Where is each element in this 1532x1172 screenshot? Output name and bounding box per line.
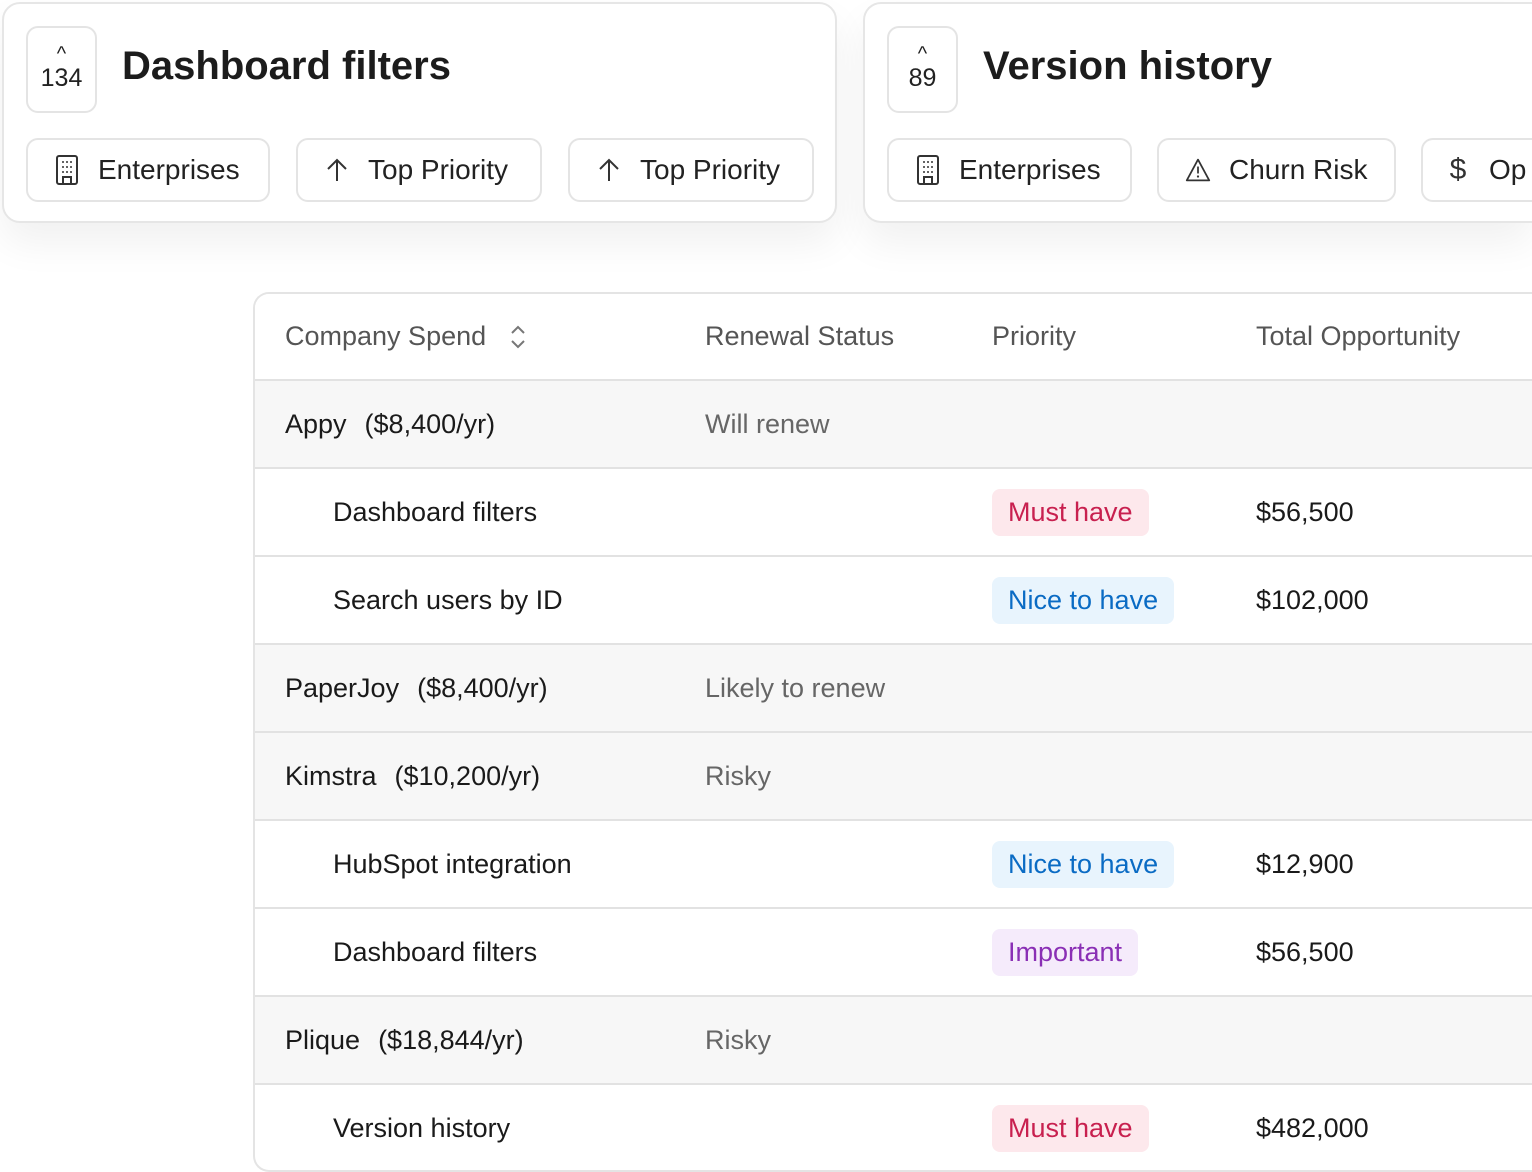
caret-up-icon: ^: [56, 43, 67, 65]
header-total-opportunity: Total Opportunity: [1256, 321, 1461, 351]
total-opportunity: $12,900: [1256, 848, 1354, 879]
company-spend: ($18,844/yr): [378, 1024, 524, 1055]
chip-label: Top Priority: [640, 154, 781, 185]
total-opportunity: $56,500: [1256, 936, 1354, 967]
header-renewal-status: Renewal Status: [705, 321, 895, 351]
priority-cell: Nice to have: [992, 557, 1175, 643]
company-name: PaperJoy: [285, 672, 400, 703]
vote-count: 89: [908, 64, 937, 92]
feature-row[interactable]: Dashboard filters Important $56,500: [255, 909, 1532, 997]
chip-label: Enterprises: [959, 154, 1101, 185]
feature-row[interactable]: Search users by ID Nice to have $102,000: [255, 557, 1532, 645]
table-header: Company Spend Renewal Status Priority To…: [255, 294, 1532, 381]
chip-label: Op: [1489, 154, 1527, 185]
warning-icon: [1185, 155, 1211, 185]
chip-label: Enterprises: [98, 154, 240, 185]
company-name: Kimstra: [285, 760, 377, 791]
filter-chip[interactable]: Churn Risk: [1157, 138, 1396, 202]
filter-chip[interactable]: Enterprises: [887, 138, 1132, 202]
company-name: Plique: [285, 1024, 361, 1055]
sort-icon[interactable]: [508, 323, 528, 351]
card-title: Version history: [983, 44, 1272, 88]
priority-cell: Must have: [992, 1085, 1149, 1170]
feature-name: Search users by ID: [333, 584, 563, 615]
company-spend: ($10,200/yr): [394, 760, 541, 791]
feature-name: HubSpot integration: [333, 848, 572, 879]
feature-name: Version history: [333, 1112, 511, 1143]
feature-row[interactable]: Version history Must have $482,000: [255, 1085, 1532, 1170]
chip-label: Top Priority: [368, 154, 509, 185]
total-opportunity: $102,000: [1256, 584, 1369, 615]
building-icon: [54, 155, 80, 185]
upvote-counter[interactable]: ^ 134: [26, 26, 97, 113]
filter-chip[interactable]: Top Priority: [568, 138, 814, 202]
feature-card-dashboard-filters: ^ 134 Dashboard filters Enterprises Top Pri…: [2, 2, 837, 223]
header-company-spend[interactable]: Company Spend: [285, 294, 528, 379]
priority-cell: Important: [992, 909, 1139, 995]
caret-up-icon: ^: [917, 43, 928, 65]
vote-count: 134: [40, 64, 83, 92]
filter-chip[interactable]: Top Priority: [296, 138, 542, 202]
feature-row[interactable]: HubSpot integration Nice to have $12,900: [255, 821, 1532, 909]
company-name: Appy: [285, 408, 347, 439]
total-opportunity: $482,000: [1256, 1112, 1369, 1143]
chip-label: Churn Risk: [1229, 154, 1368, 185]
company-spend: ($8,400/yr): [364, 408, 496, 439]
priority-badge: Must have: [992, 488, 1149, 536]
renewal-status: Will renew: [705, 408, 830, 439]
priority-badge: Nice to have: [992, 576, 1175, 624]
company-cell: PaperJoy ($8,400/yr): [285, 645, 548, 731]
card-title: Dashboard filters: [122, 44, 451, 88]
priority-badge: Important: [992, 928, 1139, 976]
header-priority: Priority: [992, 321, 1077, 351]
company-cell: Kimstra ($10,200/yr): [285, 733, 540, 819]
upvote-counter[interactable]: ^ 89: [887, 26, 958, 113]
building-icon: [915, 155, 941, 185]
renewal-status: Risky: [705, 760, 771, 791]
opportunity-table: Company Spend Renewal Status Priority To…: [253, 292, 1532, 1172]
feature-name: Dashboard filters: [333, 496, 538, 527]
filter-chip[interactable]: $ Op: [1421, 138, 1532, 202]
company-row[interactable]: PaperJoy ($8,400/yr) Likely to renew: [255, 645, 1532, 733]
company-spend: ($8,400/yr): [417, 672, 548, 703]
company-row[interactable]: Kimstra ($10,200/yr) Risky: [255, 733, 1532, 821]
priority-badge: Nice to have: [992, 840, 1175, 888]
feature-name: Dashboard filters: [333, 936, 538, 967]
priority-cell: Nice to have: [992, 821, 1175, 907]
feature-row[interactable]: Dashboard filters Must have $56,500: [255, 469, 1532, 557]
company-row[interactable]: Plique ($18,844/yr) Risky: [255, 997, 1532, 1085]
filter-chip[interactable]: Enterprises: [26, 138, 270, 202]
company-row[interactable]: Appy ($8,400/yr) Will renew: [255, 381, 1532, 469]
renewal-status: Risky: [705, 1024, 771, 1055]
feature-card-version-history: ^ 89 Version history Enterprises Churn Risk…: [863, 2, 1532, 223]
header-label: Company Spend: [285, 321, 487, 351]
company-cell: Appy ($8,400/yr): [285, 381, 495, 467]
dollar-icon: $: [1449, 153, 1467, 186]
arrow-up-icon: [324, 155, 350, 185]
priority-cell: Must have: [992, 469, 1149, 555]
priority-badge: Must have: [992, 1104, 1149, 1152]
total-opportunity: $56,500: [1256, 496, 1354, 527]
company-cell: Plique ($18,844/yr): [285, 997, 524, 1083]
renewal-status: Likely to renew: [705, 672, 886, 703]
arrow-up-icon: [596, 155, 622, 185]
